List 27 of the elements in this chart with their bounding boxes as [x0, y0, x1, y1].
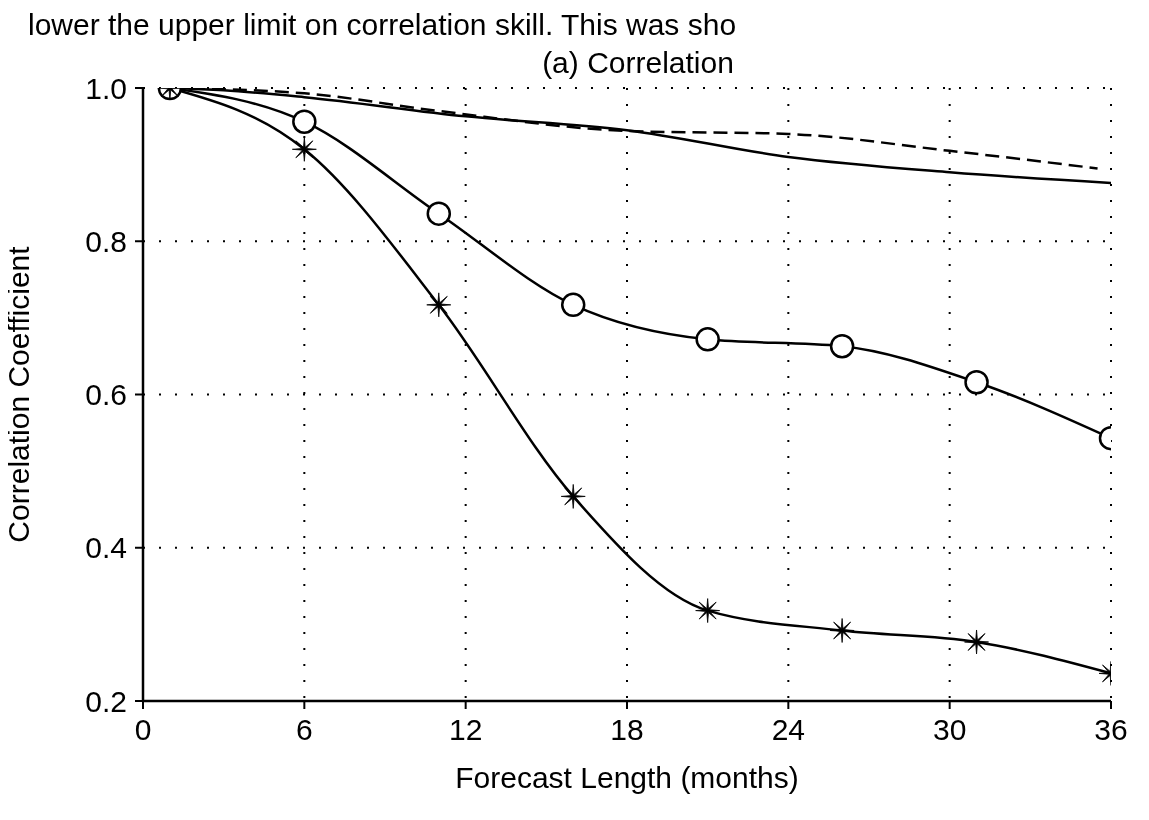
- point: [695, 598, 721, 623]
- y-tick-label: 0.4: [85, 531, 127, 565]
- point: [291, 136, 317, 162]
- x-tick-label: 30: [932, 713, 967, 747]
- point: [560, 484, 586, 509]
- chart-title: (a) Correlation: [541, 46, 735, 80]
- point: [560, 292, 586, 318]
- y-tick-label: 0.2: [85, 684, 127, 718]
- point: [829, 333, 855, 359]
- x-tick-label: 36: [1094, 713, 1128, 747]
- x-tick-label: 24: [771, 713, 806, 747]
- point: [695, 327, 720, 352]
- point: [426, 201, 452, 226]
- y-tick-label: 0.8: [85, 224, 127, 258]
- x-tick-label: 12: [448, 713, 483, 747]
- x-axis-title: Forecast Length (months): [455, 761, 799, 794]
- point: [964, 629, 989, 655]
- point: [426, 292, 452, 318]
- x-tick-label: 6: [295, 713, 313, 747]
- y-tick-label: 1.0: [85, 71, 127, 105]
- y-tick-label: 0.6: [85, 378, 127, 412]
- x-tick-label: 18: [610, 713, 644, 747]
- point: [292, 109, 317, 134]
- text: lower the upper limit on correlation skill. This was sho: [28, 8, 737, 42]
- point: [829, 618, 855, 643]
- point: [964, 369, 989, 395]
- x-tick-label: 0: [134, 713, 152, 747]
